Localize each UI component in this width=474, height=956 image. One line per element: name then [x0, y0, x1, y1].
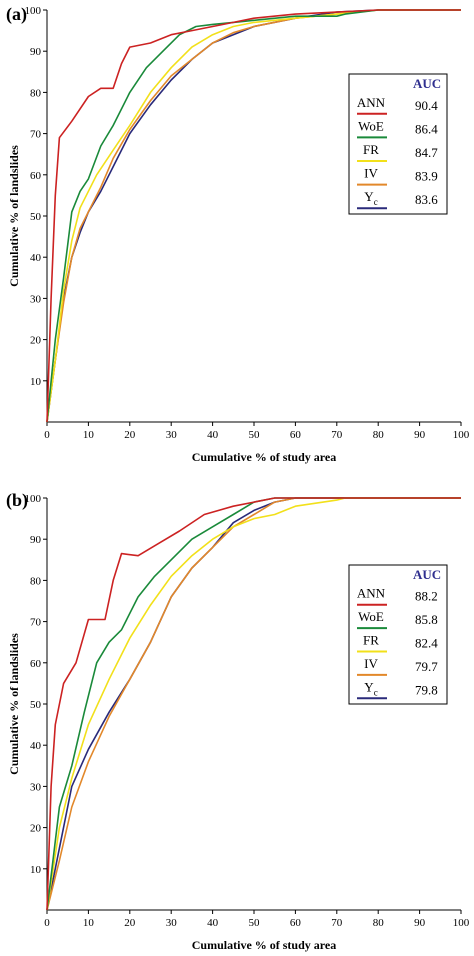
legend-label-main: Y [364, 189, 374, 204]
y-tick-label: 100 [25, 5, 42, 17]
y-tick-label: 60 [30, 170, 42, 182]
legend-label-iv: IV [364, 656, 378, 671]
x-tick-label: 10 [83, 917, 95, 929]
legend: AUC ANN 88.2 WoE 85.8 FR 82.4 IV 79.7 Yc 79.8 [348, 564, 448, 705]
x-tick-label: 30 [166, 917, 178, 929]
x-tick-label: 30 [166, 429, 178, 441]
series-line-ann [46, 497, 461, 911]
y-tick-label: 70 [30, 617, 42, 629]
x-tick-label: 90 [414, 429, 426, 441]
y-tick-label: 100 [25, 493, 42, 505]
series-line-fr [46, 9, 461, 423]
y-tick-label: 90 [30, 534, 42, 546]
x-axis-label: Cumulative % of study area [192, 938, 336, 952]
legend-label-ann: ANN [357, 95, 386, 110]
y-tick-label: 30 [30, 293, 42, 305]
x-tick-label: 0 [44, 917, 50, 929]
chart-panel-b: (b) 0 10 20 30 40 50 60 70 80 90 100 10 20 30 40 50 60 70 8… [6, 490, 470, 952]
y-tick-label: 10 [30, 376, 42, 388]
legend-label-iv: IV [364, 166, 378, 181]
legend-label-fr: FR [363, 633, 379, 648]
legend-auc-value: 79.8 [415, 682, 438, 697]
legend-label-ann: ANN [357, 586, 386, 601]
y-tick-label: 80 [30, 87, 42, 99]
legend-auc-value: 84.7 [415, 145, 438, 160]
x-tick-label: 90 [414, 917, 426, 929]
x-tick-label: 50 [249, 429, 261, 441]
legend-header: AUC [413, 76, 441, 91]
legend-label-woe: WoE [358, 609, 384, 624]
y-tick-label: 60 [30, 658, 42, 670]
legend-auc-value: 90.4 [415, 98, 438, 113]
y-tick-label: 20 [30, 823, 42, 835]
x-tick-label: 70 [331, 917, 343, 929]
y-tick-label: 40 [30, 252, 42, 264]
y-tick-label: 90 [30, 46, 42, 58]
series-line-iv [46, 9, 461, 423]
x-tick-label: 80 [373, 429, 385, 441]
legend-label-main: Y [364, 679, 374, 694]
x-tick-label: 20 [124, 429, 136, 441]
y-tick-label: 30 [30, 781, 42, 793]
panel-label: (a) [6, 4, 27, 25]
x-tick-label: 100 [453, 917, 470, 929]
legend-auc-value: 83.6 [415, 192, 438, 207]
x-tick-label: 60 [290, 429, 302, 441]
y-tick-label: 40 [30, 740, 42, 752]
y-tick-label: 50 [30, 699, 42, 711]
legend-auc-value: 88.2 [415, 589, 438, 604]
legend-box [348, 73, 448, 215]
legend-header: AUC [413, 567, 441, 582]
legend-label-yc: Yc [364, 189, 377, 207]
legend-label-sub: c [374, 197, 378, 207]
legend-auc-value: 85.8 [415, 612, 438, 627]
legend-box [348, 564, 448, 705]
x-tick-label: 60 [290, 917, 302, 929]
x-tick-label: 50 [249, 917, 261, 929]
chart-panel-a: (a) 0 10 20 30 40 50 60 70 80 90 100 10 20 30 40 50 60 70 8… [6, 4, 470, 464]
series-line-woe [46, 497, 461, 911]
y-tick-label: 70 [30, 129, 42, 141]
x-tick-label: 100 [453, 429, 470, 441]
x-tick-label: 70 [331, 429, 343, 441]
y-tick-label: 50 [30, 211, 42, 223]
legend-label-sub: c [374, 687, 378, 697]
legend-auc-value: 82.4 [415, 636, 438, 651]
y-axis-label: Cumulative % of landslides [7, 145, 21, 287]
y-tick-label: 10 [30, 864, 42, 876]
y-tick-label: 80 [30, 575, 42, 587]
x-tick-label: 10 [83, 429, 95, 441]
x-tick-label: 0 [44, 429, 50, 441]
x-tick-label: 40 [207, 917, 219, 929]
legend-auc-value: 86.4 [415, 121, 438, 136]
series-line-woe [46, 9, 461, 423]
legend-label-fr: FR [363, 142, 379, 157]
legend-label-yc: Yc [364, 679, 377, 697]
series-line-ann [46, 9, 461, 423]
legend-auc-value: 79.7 [415, 659, 438, 674]
x-tick-label: 40 [207, 429, 219, 441]
panel-label: (b) [6, 490, 28, 511]
legend-auc-value: 83.9 [415, 169, 438, 184]
y-tick-label: 20 [30, 335, 42, 347]
series-line-iv [46, 497, 461, 911]
legend-label-woe: WoE [358, 118, 384, 133]
series-line-fr [46, 497, 461, 911]
x-tick-label: 80 [373, 917, 385, 929]
x-tick-label: 20 [124, 917, 136, 929]
x-axis-label: Cumulative % of study area [192, 450, 336, 464]
y-axis-label: Cumulative % of landslides [7, 633, 21, 775]
legend: AUC ANN 90.4 WoE 86.4 FR 84.7 IV 83.9 Yc 83.6 [348, 73, 448, 215]
series-line-yc [46, 9, 461, 423]
